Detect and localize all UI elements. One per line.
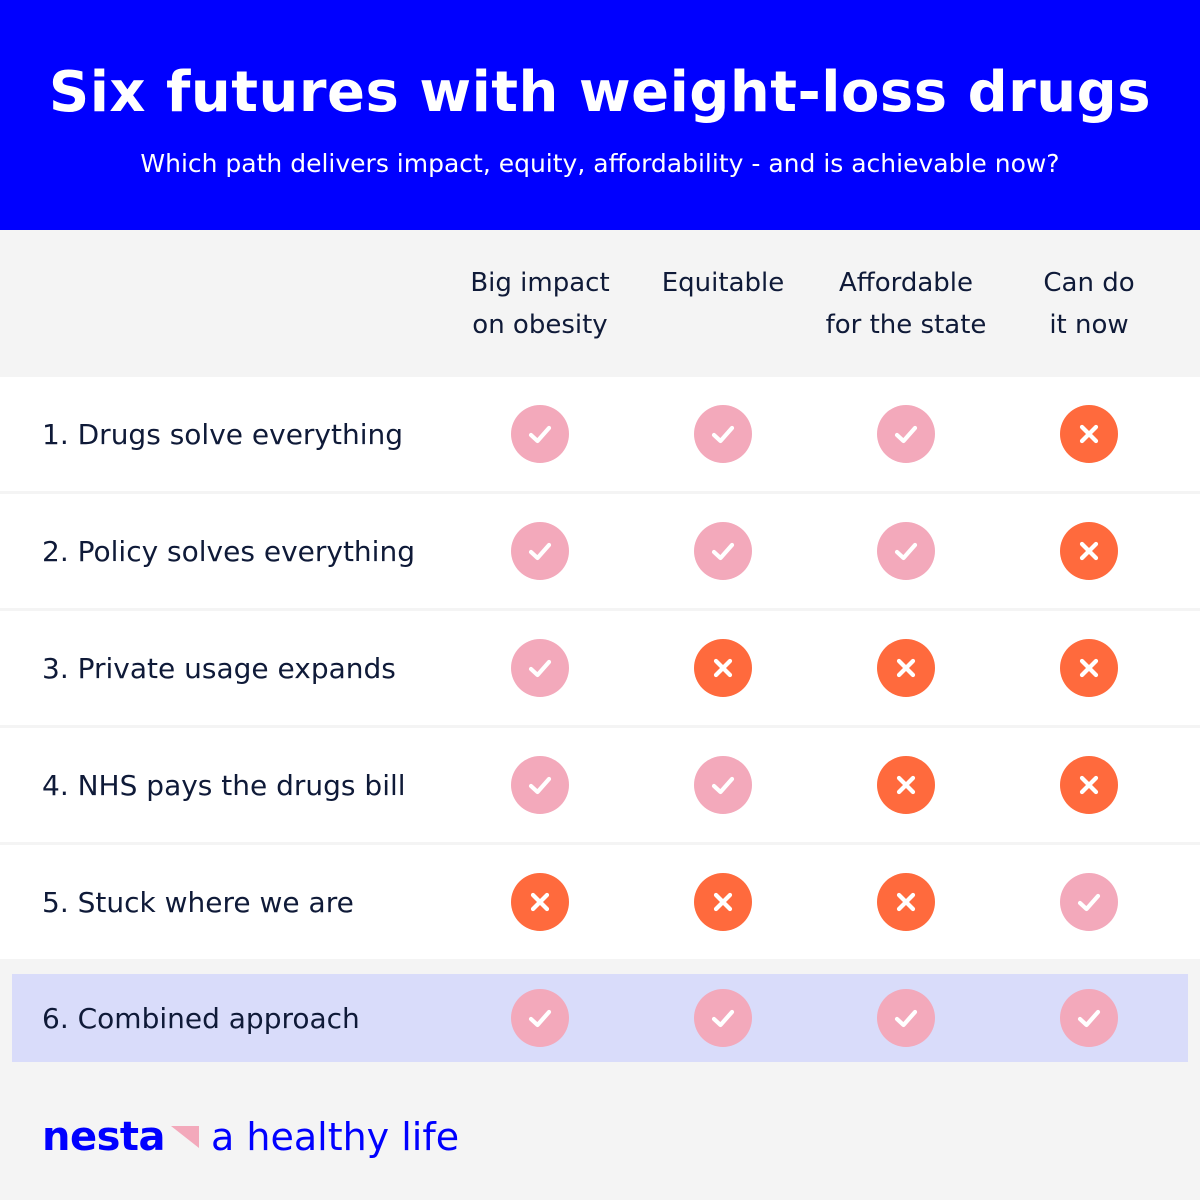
- column-header-4: Can do it now: [1043, 268, 1135, 340]
- header-banner: Six futures with weight-loss drugs Which…: [0, 0, 1200, 230]
- table-row: 2. Policy solves everything: [0, 494, 1200, 608]
- row-label: 6. Combined approach: [42, 1001, 360, 1035]
- check-icon: [511, 405, 569, 463]
- row-label: 3. Private usage expands: [42, 651, 396, 685]
- table-row: 4. NHS pays the drugs bill: [0, 728, 1200, 842]
- logo-flag-icon: [171, 1126, 200, 1148]
- cross-icon: [1060, 405, 1118, 463]
- page-subtitle: Which path delivers impact, equity, affo…: [140, 149, 1060, 178]
- row-label: 4. NHS pays the drugs bill: [42, 768, 406, 802]
- check-icon: [1060, 989, 1118, 1047]
- footer-tagline: a healthy life: [211, 1115, 460, 1159]
- row-label: 2. Policy solves everything: [42, 534, 415, 568]
- column-header-3: Affordable for the state: [825, 268, 987, 340]
- cross-icon: [694, 639, 752, 697]
- table-row-highlighted: 6. Combined approach: [12, 974, 1188, 1062]
- table-row: 3. Private usage expands: [0, 611, 1200, 725]
- column-header-1: Big impact on obesity: [470, 268, 610, 340]
- check-icon: [694, 989, 752, 1047]
- table-row: 1. Drugs solve everything: [0, 377, 1200, 491]
- check-icon: [511, 522, 569, 580]
- row-label: 5. Stuck where we are: [42, 885, 354, 919]
- table-row: 5. Stuck where we are: [0, 845, 1200, 959]
- cross-icon: [877, 873, 935, 931]
- check-icon: [511, 989, 569, 1047]
- cross-icon: [877, 756, 935, 814]
- check-icon: [877, 989, 935, 1047]
- check-icon: [511, 639, 569, 697]
- cross-icon: [877, 639, 935, 697]
- page-title: Six futures with weight-loss drugs: [48, 60, 1152, 125]
- check-icon: [1060, 873, 1118, 931]
- column-header-2: Equitable: [661, 268, 785, 298]
- check-icon: [694, 756, 752, 814]
- check-icon: [694, 405, 752, 463]
- check-icon: [877, 522, 935, 580]
- cross-icon: [694, 873, 752, 931]
- cross-icon: [511, 873, 569, 931]
- row-label: 1. Drugs solve everything: [42, 417, 404, 451]
- check-icon: [877, 405, 935, 463]
- check-icon: [694, 522, 752, 580]
- column-header-band: [0, 230, 1200, 366]
- cross-icon: [1060, 756, 1118, 814]
- cross-icon: [1060, 639, 1118, 697]
- nesta-logo: nesta: [42, 1114, 166, 1160]
- cross-icon: [1060, 522, 1118, 580]
- check-icon: [511, 756, 569, 814]
- footer-brand: nesta a healthy life: [42, 1112, 459, 1162]
